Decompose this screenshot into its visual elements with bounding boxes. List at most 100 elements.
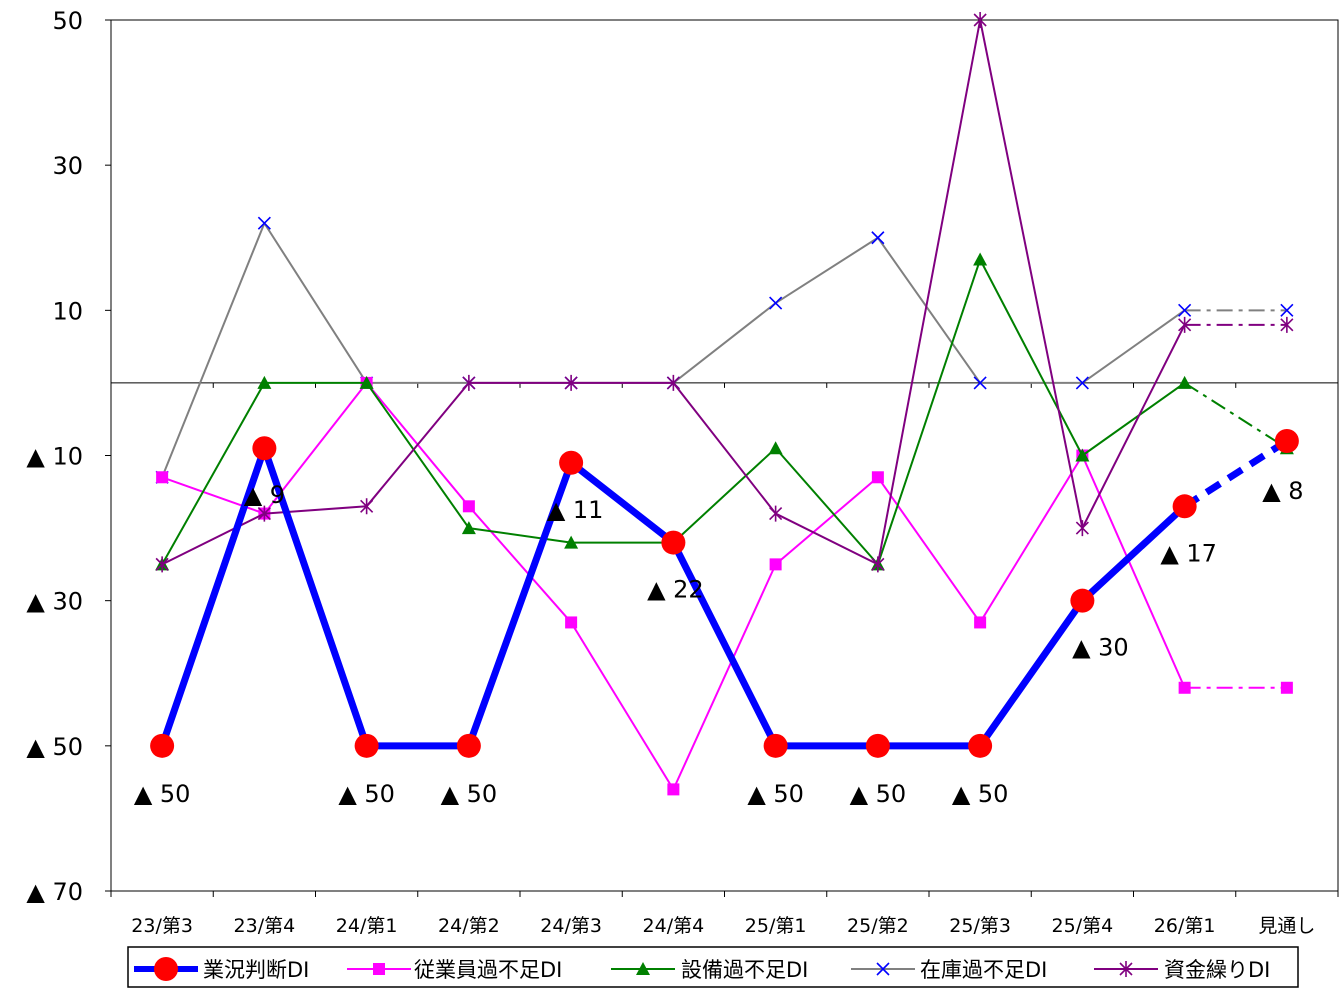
marker-asterisk xyxy=(360,498,374,515)
marker-triangle xyxy=(636,962,650,975)
marker-square xyxy=(1280,681,1293,694)
series-4 xyxy=(155,12,1294,573)
legend: 業況判断DI 従業員過不足DI 設備過不足DI 在庫過不足DI 資金繰りDI xyxy=(127,946,1299,988)
marker-circle xyxy=(354,733,379,758)
marker-triangle xyxy=(1075,448,1090,462)
legend-label: 在庫過不足DI xyxy=(920,958,1047,982)
y-tick-label: ▲ 30 xyxy=(26,588,83,616)
marker-square xyxy=(156,471,169,484)
x-tick-label: 26/第1 xyxy=(1154,915,1216,937)
marker-square xyxy=(373,963,385,975)
series-layer xyxy=(150,12,1299,796)
marker-square xyxy=(1178,681,1191,694)
marker-square xyxy=(667,783,680,796)
marker-circle xyxy=(559,450,584,475)
marker-asterisk xyxy=(871,556,885,573)
series-forecast-line xyxy=(1182,438,1289,510)
marker-circle xyxy=(252,436,277,461)
marker-circle xyxy=(150,733,175,758)
marker-circle xyxy=(456,733,481,758)
marker-asterisk xyxy=(769,505,783,522)
marker-asterisk xyxy=(973,12,987,28)
data-label: ▲ 17 xyxy=(1160,539,1217,567)
legend-label: 設備過不足DI xyxy=(681,958,808,982)
marker-circle xyxy=(1172,494,1197,519)
marker-asterisk xyxy=(462,374,476,391)
series-0 xyxy=(150,428,1299,758)
marker-triangle xyxy=(1177,375,1192,389)
data-label: ▲ 50 xyxy=(338,780,395,808)
marker-square xyxy=(565,616,578,629)
x-tick-label: 24/第3 xyxy=(540,915,602,937)
data-label: ▲ 50 xyxy=(850,780,907,808)
legend-label: 資金繰りDI xyxy=(1164,958,1270,982)
y-axis: 50 30 10 ▲ 10 ▲ 30 ▲ 50 ▲ 70 xyxy=(26,7,111,906)
y-tick-label: ▲ 70 xyxy=(26,878,83,906)
marker-asterisk xyxy=(564,374,578,391)
legend-item-2: 設備過不足DI xyxy=(611,958,808,982)
legend-label: 業況判断DI xyxy=(203,958,309,982)
marker-triangle xyxy=(257,375,272,389)
data-label: ▲ 8 xyxy=(1262,477,1303,505)
marker-asterisk xyxy=(1178,316,1192,333)
x-tick-label: 見通し xyxy=(1258,915,1315,937)
plot-frame xyxy=(110,19,1339,892)
data-label: ▲ 50 xyxy=(441,780,498,808)
marker-x xyxy=(257,216,271,230)
y-tick-label: 50 xyxy=(52,7,83,35)
marker-square xyxy=(974,616,987,629)
x-tick-label: 24/第4 xyxy=(643,915,705,937)
data-label-layer: ▲ 50 ▲ 9 ▲ 50 ▲ 50 ▲ 11 ▲ 22 ▲ 50 ▲ 50 ▲ 50 ▲ 30 ▲… xyxy=(134,477,1304,808)
marker-asterisk xyxy=(155,556,169,573)
x-tick-label: 24/第1 xyxy=(336,915,398,937)
x-tick-label: 24/第2 xyxy=(438,915,500,937)
marker-asterisk xyxy=(1119,961,1133,977)
y-tick-label: ▲ 50 xyxy=(26,733,83,761)
marker-circle xyxy=(763,733,788,758)
marker-triangle xyxy=(768,441,783,455)
data-label: ▲ 9 xyxy=(244,481,285,509)
marker-circle xyxy=(661,530,686,555)
legend-item-4: 資金繰りDI xyxy=(1094,958,1270,982)
marker-x xyxy=(1280,303,1294,317)
series-forecast-line xyxy=(1184,382,1288,450)
data-label: ▲ 30 xyxy=(1072,634,1129,662)
marker-circle xyxy=(865,733,890,758)
marker-asterisk xyxy=(666,374,680,391)
x-tick-label: 25/第3 xyxy=(949,915,1011,937)
legend-item-3: 在庫過不足DI xyxy=(851,958,1047,982)
y-tick-label: 10 xyxy=(52,297,83,325)
data-label: ▲ 50 xyxy=(134,780,191,808)
data-label: ▲ 22 xyxy=(647,576,704,604)
x-tick-label: 25/第2 xyxy=(847,915,909,937)
marker-x xyxy=(871,231,885,245)
x-tick-label: 23/第3 xyxy=(131,915,193,937)
y-tick-label: 30 xyxy=(52,152,83,180)
marker-x xyxy=(1178,303,1192,317)
legend-item-0: 業況判断DI xyxy=(134,957,309,982)
legend-label: 従業員過不足DI xyxy=(414,958,562,982)
marker-square xyxy=(769,558,782,571)
marker-x xyxy=(769,296,783,310)
y-tick-label: ▲ 10 xyxy=(26,443,83,471)
marker-circle xyxy=(1070,588,1095,613)
marker-asterisk xyxy=(1075,520,1089,537)
marker-circle xyxy=(154,957,178,981)
marker-square xyxy=(462,500,475,513)
marker-circle xyxy=(1274,428,1299,453)
x-tick-label: 23/第4 xyxy=(234,915,296,937)
marker-square xyxy=(871,471,884,484)
x-axis: 23/第3 23/第4 24/第1 24/第2 24/第3 24/第4 25/第1 25/第2… xyxy=(110,891,1339,937)
marker-asterisk xyxy=(1280,316,1294,333)
data-label: ▲ 11 xyxy=(547,496,604,524)
x-tick-label: 25/第4 xyxy=(1052,915,1114,937)
marker-triangle xyxy=(564,535,579,549)
marker-x xyxy=(1075,376,1089,390)
marker-triangle xyxy=(359,375,374,389)
legend-item-1: 従業員過不足DI xyxy=(347,958,562,982)
legend-box xyxy=(127,946,1299,988)
marker-triangle xyxy=(461,521,476,535)
marker-triangle xyxy=(973,252,988,266)
data-label: ▲ 50 xyxy=(952,780,1009,808)
